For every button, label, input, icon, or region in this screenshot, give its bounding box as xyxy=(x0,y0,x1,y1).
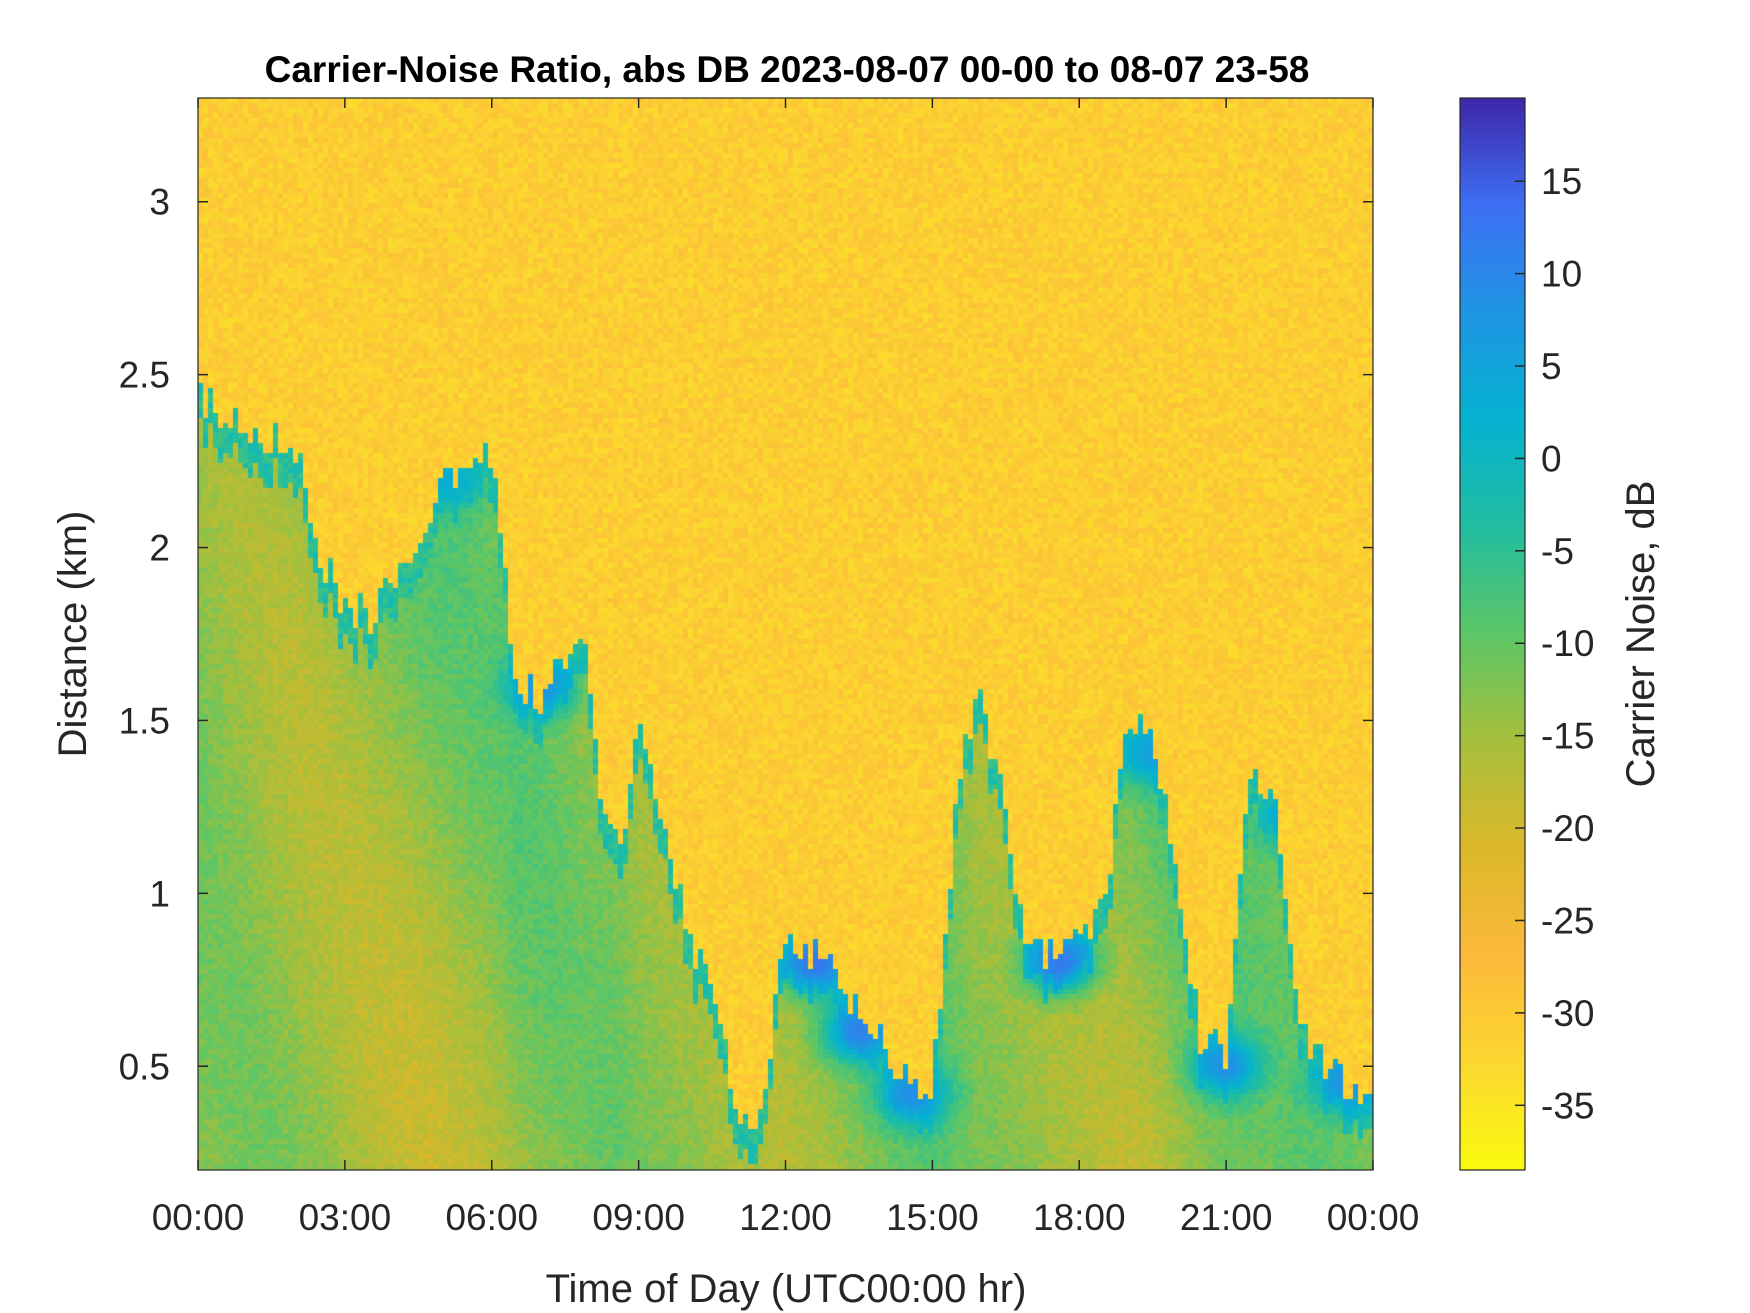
x-tick-label: 12:00 xyxy=(739,1197,832,1238)
colorbar-tick-label: -5 xyxy=(1541,531,1574,572)
y-axis-label: Distance (km) xyxy=(51,511,95,758)
colorbar-tick-label: 0 xyxy=(1541,438,1562,479)
colorbar-tick-label: -30 xyxy=(1541,993,1594,1034)
y-tick-label: 3 xyxy=(149,182,170,223)
colorbar-tick-label: 15 xyxy=(1541,161,1582,202)
heatmap-plot-area xyxy=(197,97,1374,1171)
x-tick-label: 06:00 xyxy=(445,1197,538,1238)
y-tick-label: 1 xyxy=(149,873,170,914)
colorbar-tick-label: -25 xyxy=(1541,900,1594,941)
x-tick-label: 03:00 xyxy=(299,1197,392,1238)
colorbar-tick-label: -10 xyxy=(1541,623,1594,664)
chart-title: Carrier-Noise Ratio, abs DB 2023-08-07 0… xyxy=(265,49,1310,90)
y-tick-label: 1.5 xyxy=(119,700,170,741)
colorbar-label: Carrier Noise, dB xyxy=(1619,481,1663,788)
colorbar-tick-label: 10 xyxy=(1541,254,1582,295)
y-tick-label: 2 xyxy=(149,528,170,569)
colorbar-gradient xyxy=(1459,97,1526,1171)
axes-layer: 00:00 03:00 06:00 09:00 12:00 15:00 18:00 21:00… xyxy=(119,98,1420,1238)
x-tick-label: 09:00 xyxy=(592,1197,685,1238)
x-tick-label: 21:00 xyxy=(1180,1197,1273,1238)
y-tick-label: 2.5 xyxy=(119,355,170,396)
x-tick-label: 15:00 xyxy=(886,1197,979,1238)
colorbar-ticks: 15 10 5 0 -5 -10 -15 -20 -25 -30 -35 xyxy=(1515,161,1594,1126)
colorbar-tick-label: -15 xyxy=(1541,716,1594,757)
heatmap-canvas xyxy=(198,98,1373,1170)
x-tick-label: 18:00 xyxy=(1033,1197,1126,1238)
colorbar-tick-label: -35 xyxy=(1541,1085,1594,1126)
colorbar-tick-label: 5 xyxy=(1541,346,1562,387)
y-tick-label: 0.5 xyxy=(119,1046,170,1087)
x-tick-label: 00:00 xyxy=(1327,1197,1420,1238)
colorbar: 15 10 5 0 -5 -10 -15 -20 -25 -30 -35 Carrier Noise… xyxy=(1459,97,1663,1171)
x-axis-label: Time of Day (UTC00:00 hr) xyxy=(546,1267,1027,1311)
x-tick-label: 00:00 xyxy=(152,1197,245,1238)
colorbar-tick-label: -20 xyxy=(1541,808,1594,849)
